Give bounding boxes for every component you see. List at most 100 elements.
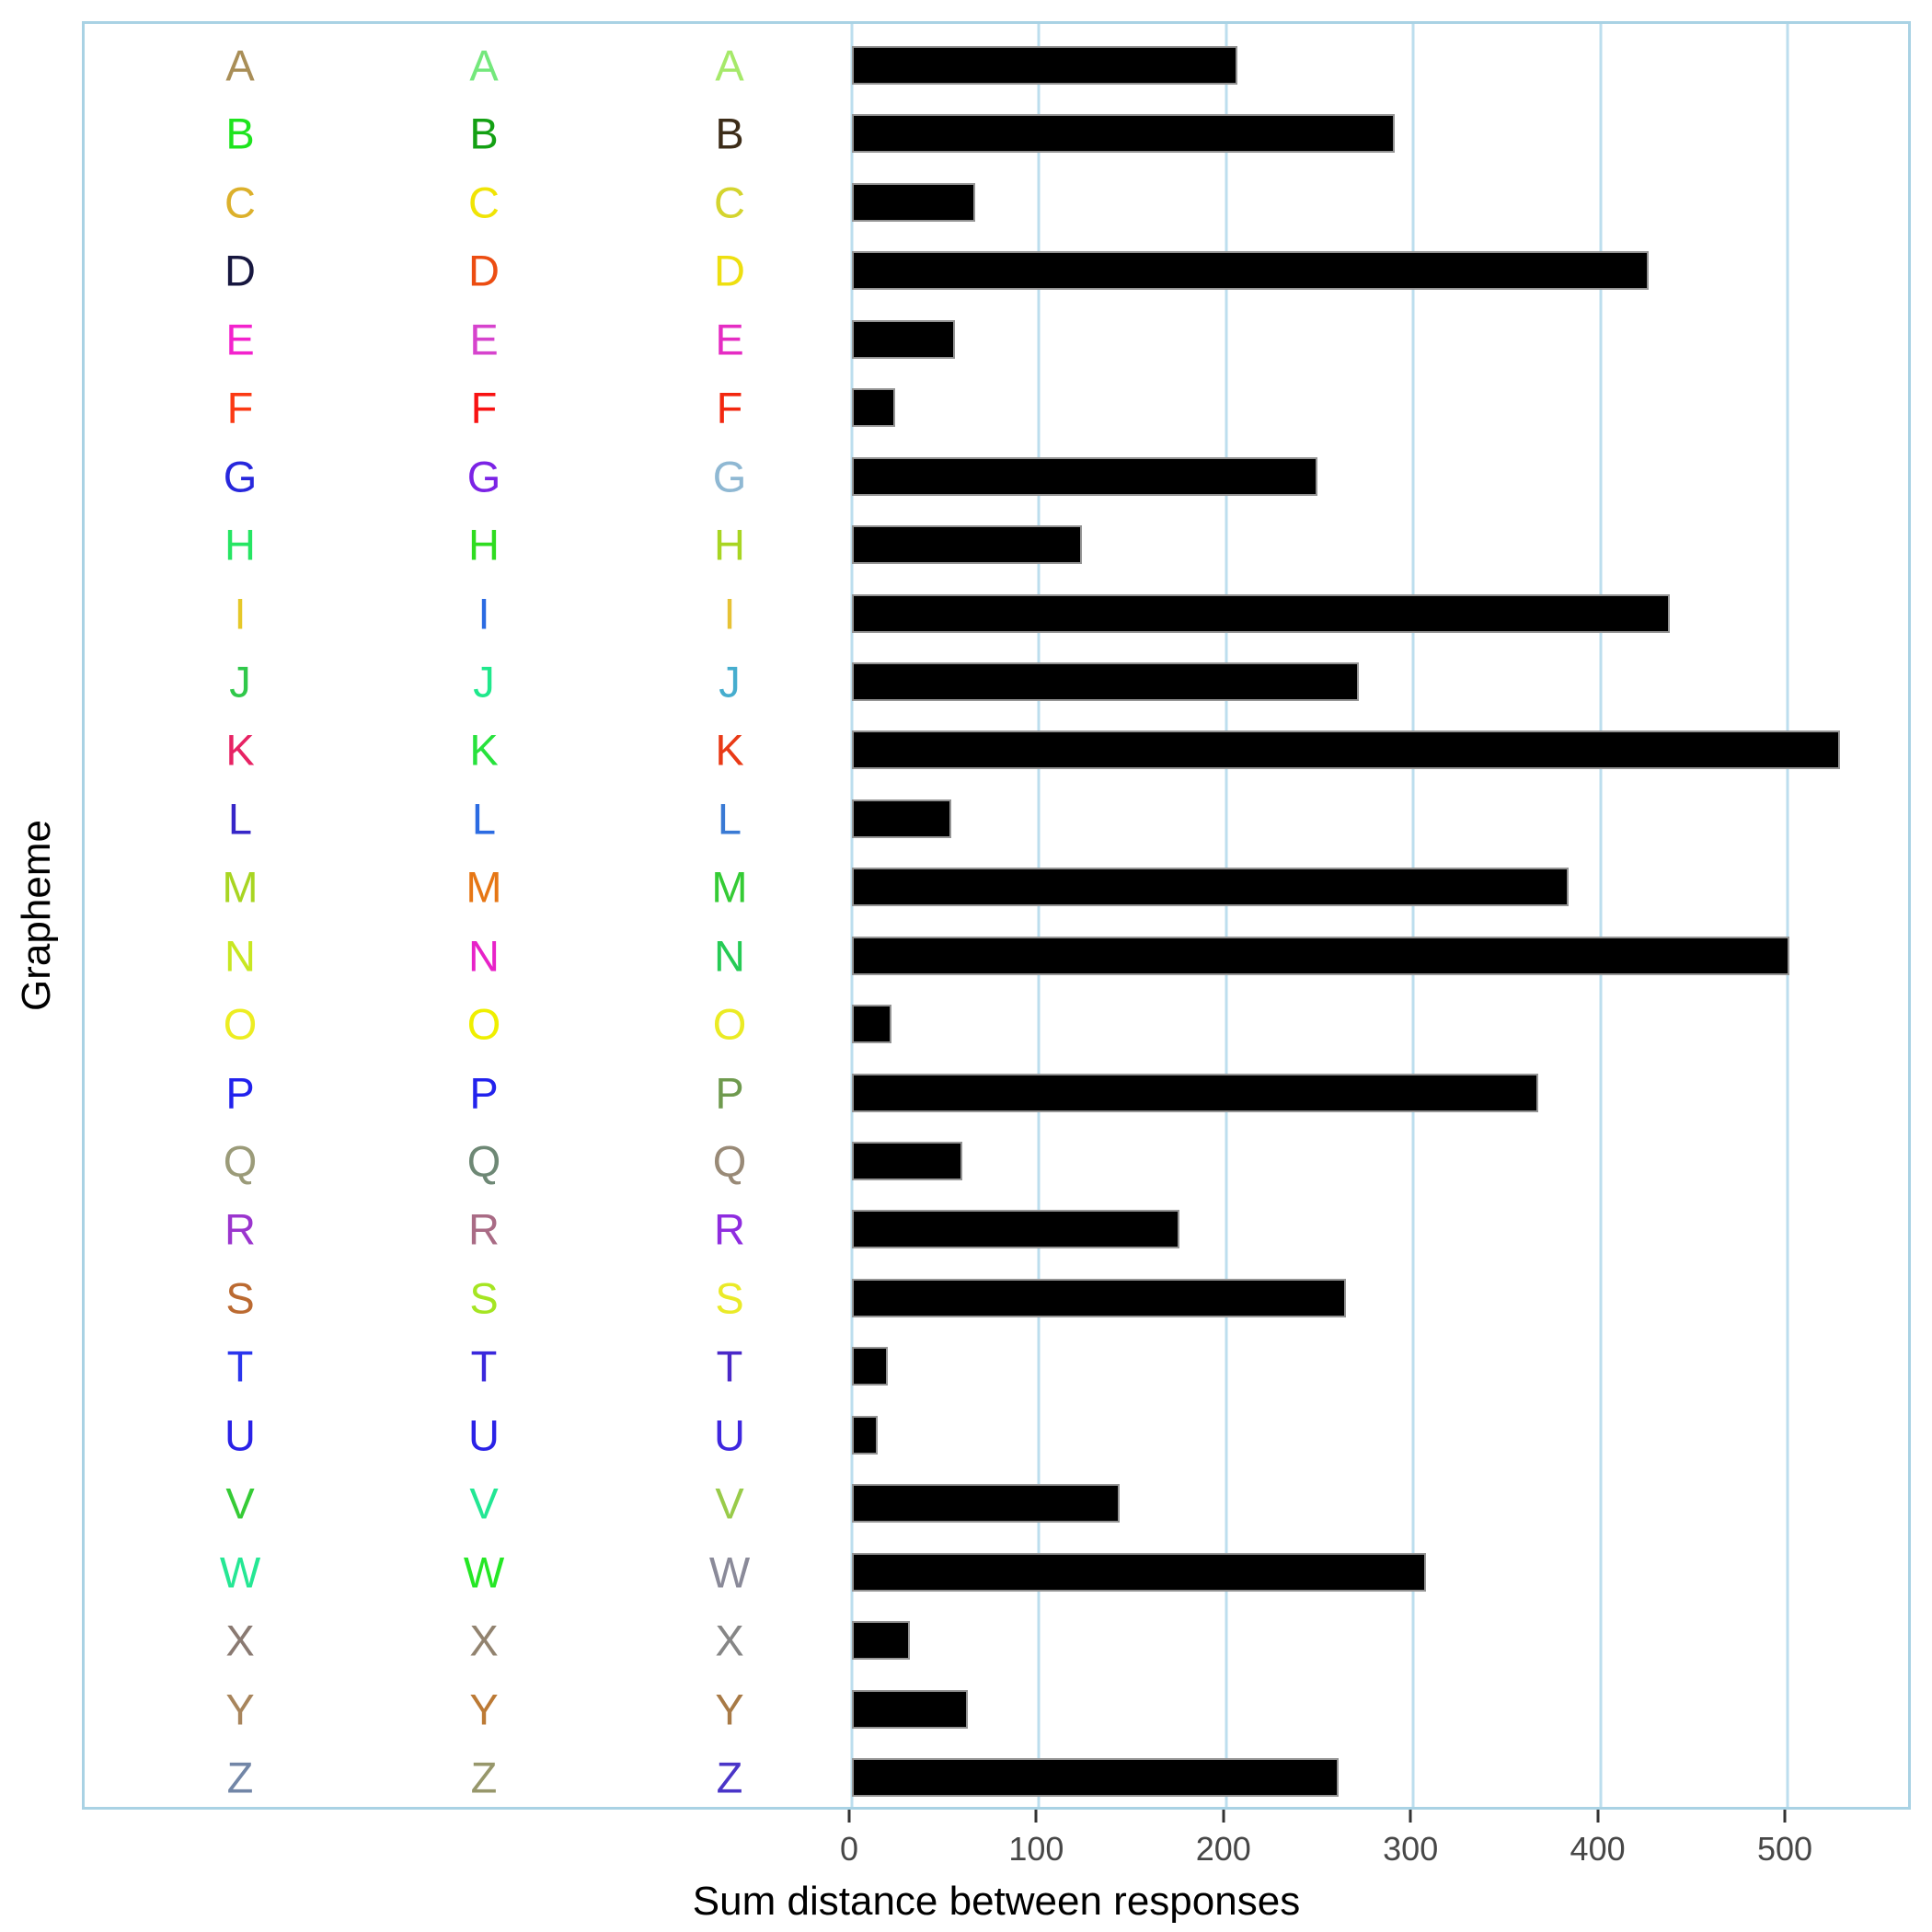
grapheme-letter-t-col2: T	[470, 1341, 498, 1391]
grapheme-letter-e-col3: E	[715, 315, 744, 364]
grapheme-letter-f-col3: F	[716, 383, 743, 432]
grapheme-letter-j-col3: J	[719, 657, 741, 707]
grapheme-letter-f-col1: F	[226, 383, 254, 432]
grapheme-letter-g-col1: G	[223, 452, 258, 501]
grapheme-letter-n-col1: N	[224, 931, 256, 981]
grapheme-letter-b-col2: B	[469, 109, 499, 158]
grapheme-letter-h-col2: H	[468, 520, 500, 569]
bar-k	[852, 730, 1840, 770]
grapheme-letter-t-col3: T	[716, 1341, 743, 1391]
bar-o	[852, 1005, 891, 1044]
grapheme-letter-a-col1: A	[225, 40, 255, 90]
grapheme-letter-y-col2: Y	[469, 1685, 499, 1734]
grapheme-letter-p-col1: P	[225, 1068, 255, 1118]
grapheme-letter-w-col1: W	[219, 1547, 261, 1597]
gridline-x-100	[1037, 24, 1041, 1807]
grapheme-letter-k-col3: K	[715, 725, 744, 775]
gridline-x-0	[850, 24, 854, 1807]
y-axis-title: Grapheme	[14, 820, 59, 1011]
bar-f	[852, 388, 895, 428]
bar-j	[852, 661, 1360, 701]
grapheme-letter-a-col2: A	[469, 40, 499, 90]
grapheme-letter-l-col3: L	[717, 794, 742, 844]
grapheme-letter-o-col1: O	[223, 999, 258, 1049]
bar-m	[852, 868, 1570, 907]
grapheme-letter-i-col1: I	[234, 589, 247, 638]
grapheme-letter-c-col3: C	[714, 178, 745, 227]
grapheme-letter-k-col1: K	[225, 725, 255, 775]
bar-l	[852, 799, 951, 838]
grapheme-letter-g-col3: G	[712, 452, 747, 501]
x-tick-label-200: 200	[1195, 1830, 1251, 1868]
grapheme-letter-v-col1: V	[225, 1478, 255, 1528]
grapheme-letter-y-col1: Y	[225, 1685, 255, 1734]
grapheme-letter-u-col1: U	[224, 1410, 256, 1460]
x-tick-label-300: 300	[1383, 1830, 1439, 1868]
grapheme-letter-s-col1: S	[225, 1273, 255, 1323]
bar-d	[852, 251, 1650, 291]
gridline-x-300	[1411, 24, 1415, 1807]
bar-r	[852, 1210, 1179, 1249]
x-axis-title: Sum distance between responses	[692, 1879, 1301, 1924]
x-tick-0	[847, 1810, 851, 1823]
x-tick-200	[1222, 1810, 1225, 1823]
grapheme-letter-d-col1: D	[224, 246, 256, 295]
grapheme-letter-o-col2: O	[466, 999, 501, 1049]
x-tick-label-500: 500	[1756, 1830, 1813, 1868]
grapheme-letter-a-col3: A	[715, 40, 744, 90]
grapheme-letter-w-col3: W	[708, 1547, 751, 1597]
grapheme-letter-f-col2: F	[470, 383, 498, 432]
x-tick-label-0: 0	[839, 1830, 859, 1868]
grapheme-letter-c-col1: C	[224, 178, 256, 227]
grapheme-letter-r-col3: R	[714, 1204, 745, 1254]
grapheme-letter-h-col1: H	[224, 520, 256, 569]
grapheme-letter-s-col3: S	[715, 1273, 744, 1323]
bar-p	[852, 1073, 1539, 1112]
grapheme-letter-x-col3: X	[715, 1616, 744, 1665]
gridline-x-400	[1599, 24, 1603, 1807]
grapheme-letter-e-col1: E	[225, 315, 255, 364]
grapheme-letter-r-col2: R	[468, 1204, 500, 1254]
grapheme-letter-q-col2: Q	[466, 1136, 501, 1186]
grapheme-letter-j-col2: J	[473, 657, 495, 707]
x-tick-label-100: 100	[1008, 1830, 1064, 1868]
x-tick-500	[1783, 1810, 1787, 1823]
grapheme-letter-u-col2: U	[468, 1410, 500, 1460]
grapheme-letter-d-col3: D	[714, 246, 745, 295]
grapheme-letter-h-col3: H	[714, 520, 745, 569]
grapheme-letter-n-col2: N	[468, 931, 500, 981]
grapheme-letter-c-col2: C	[468, 178, 500, 227]
grapheme-letter-e-col2: E	[469, 315, 499, 364]
bar-y	[852, 1689, 969, 1729]
bar-x	[852, 1621, 911, 1661]
grapheme-letter-y-col3: Y	[715, 1685, 744, 1734]
x-tick-300	[1409, 1810, 1412, 1823]
grapheme-letter-j-col1: J	[229, 657, 251, 707]
grapheme-letter-x-col2: X	[469, 1616, 499, 1665]
grapheme-letter-v-col2: V	[469, 1478, 499, 1528]
x-tick-400	[1596, 1810, 1600, 1823]
grapheme-letter-p-col3: P	[715, 1068, 744, 1118]
grapheme-letter-n-col3: N	[714, 931, 745, 981]
grapheme-letter-q-col1: Q	[223, 1136, 258, 1186]
bar-t	[852, 1347, 888, 1386]
grapheme-letter-b-col1: B	[225, 109, 255, 158]
bar-h	[852, 525, 1083, 565]
bar-c	[852, 182, 976, 222]
bar-v	[852, 1484, 1120, 1524]
grapheme-letter-z-col2: Z	[470, 1753, 498, 1802]
x-tick-label-400: 400	[1570, 1830, 1626, 1868]
grapheme-letter-k-col2: K	[469, 725, 499, 775]
bar-q	[852, 1142, 962, 1181]
grapheme-letter-m-col2: M	[466, 862, 502, 912]
bar-n	[852, 936, 1790, 975]
bar-g	[852, 456, 1318, 496]
grapheme-letter-i-col2: I	[477, 589, 490, 638]
grapheme-letter-z-col1: Z	[226, 1753, 254, 1802]
grapheme-letter-z-col3: Z	[716, 1753, 743, 1802]
bar-w	[852, 1552, 1427, 1592]
bar-a	[852, 46, 1237, 85]
grapheme-letter-v-col3: V	[715, 1478, 744, 1528]
grapheme-letter-m-col1: M	[222, 862, 259, 912]
